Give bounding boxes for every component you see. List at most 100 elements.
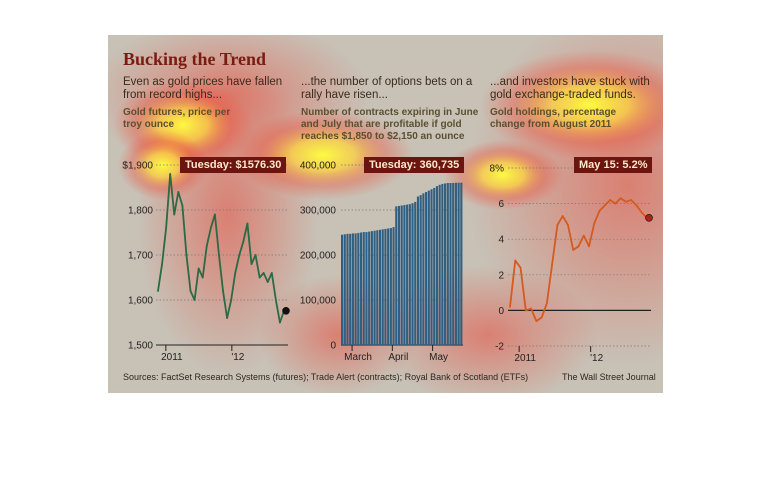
line-segment: [593, 209, 601, 225]
line-segment: [588, 222, 596, 248]
credit-line: The Wall Street Journal: [562, 372, 656, 382]
line-segment: [577, 234, 585, 248]
y-tick-label: 300,000: [300, 206, 337, 217]
line-segment: [238, 240, 245, 256]
source-note: Sources: FactSet Research Systems (futur…: [123, 372, 529, 382]
bar: [359, 232, 363, 345]
line-segment: [625, 199, 633, 203]
line-segment: [169, 173, 176, 216]
bar: [392, 227, 395, 345]
line-segment: [181, 204, 188, 256]
bar: [444, 183, 447, 345]
bar: [357, 232, 360, 345]
bar: [387, 228, 390, 345]
panel1-headline: Even as gold prices have fallen from rec…: [123, 76, 283, 101]
bar: [416, 196, 420, 345]
y-tick-label: 1,700: [128, 251, 153, 262]
bar: [406, 204, 409, 345]
bar: [373, 230, 376, 345]
y-tick-label: $1,900: [122, 161, 153, 172]
line-segment: [161, 227, 168, 265]
end-point-marker: [282, 306, 290, 315]
line-segment: [609, 199, 617, 205]
line-segment: [567, 224, 575, 251]
line-segment: [226, 299, 233, 319]
line-segment: [635, 204, 643, 214]
bar: [362, 232, 365, 345]
x-tick-label: '12: [590, 353, 603, 364]
y-tick-label: 0: [330, 341, 336, 352]
bar: [381, 229, 384, 345]
chart-figure: Bucking the Trend Even as gold prices ha…: [108, 35, 663, 393]
bar: [438, 184, 441, 345]
y-tick-label: 1,500: [128, 341, 153, 352]
line-segment: [165, 173, 172, 229]
line-segment: [614, 197, 622, 205]
y-tick-label: 4: [498, 235, 504, 246]
y-tick-label: -2: [495, 342, 504, 353]
y-tick-label: 0: [498, 306, 504, 317]
line-segment: [274, 299, 281, 324]
end-point-marker: [645, 214, 653, 222]
bar: [452, 183, 455, 345]
line-segment: [535, 316, 543, 322]
bar: [460, 182, 463, 345]
line-segment: [630, 199, 638, 207]
chart-plots: $1,900 1,800 1,700 1,600 1,500 2011 '12 400,000…: [122, 161, 653, 364]
panel3-subtitle: Gold holdings, percentage change from Au…: [490, 107, 617, 130]
y-tick-label: 1,600: [128, 296, 153, 307]
y-tick-label: 200,000: [300, 251, 337, 262]
bar: [346, 233, 349, 345]
line-segment: [242, 222, 249, 243]
line-segment: [214, 213, 220, 256]
bar: [449, 183, 452, 345]
line-segment: [514, 259, 522, 269]
line-segment: [185, 254, 192, 292]
line-segment: [177, 191, 184, 207]
line-segment: [246, 222, 253, 265]
bar: [397, 205, 401, 345]
line-segment: [201, 245, 208, 279]
line-segment: [230, 272, 237, 301]
bar: [368, 231, 371, 345]
bar: [411, 203, 414, 345]
line-segment: [572, 245, 580, 251]
line-segment: [193, 267, 200, 301]
y-tick-label: 8%: [490, 164, 505, 175]
figure-title: Bucking the Trend: [123, 49, 267, 69]
line-segment: [234, 254, 241, 274]
bar: [370, 231, 373, 345]
panel3-callout: May 15: 5.2%: [574, 157, 653, 173]
panel2-subtitle: Number of contracts expiring in June and…: [301, 107, 479, 142]
bar: [446, 183, 449, 345]
y-tick-label: 2: [498, 270, 504, 281]
line-segment: [530, 307, 538, 322]
bar: [408, 204, 411, 345]
bar: [430, 189, 433, 345]
bar: [349, 233, 352, 345]
bar: [457, 182, 460, 345]
line-segment: [524, 307, 532, 312]
line-segment: [519, 266, 527, 312]
line-segment: [598, 204, 606, 212]
line-segment: [205, 227, 212, 247]
heatmap-overlay: [108, 35, 663, 393]
y-tick-label: 100,000: [300, 296, 337, 307]
bar: [435, 186, 438, 345]
bar: [376, 230, 379, 345]
bar: [419, 195, 422, 345]
y-tick-label: 6: [498, 199, 504, 210]
line-segment: [157, 263, 163, 292]
bar: [427, 190, 430, 345]
bar: [414, 201, 417, 345]
line-segment: [222, 290, 228, 319]
bar: [343, 234, 346, 345]
line-segment: [254, 254, 261, 279]
line-segment: [551, 224, 559, 266]
line-segment: [250, 254, 257, 265]
x-tick-label: 2011: [161, 352, 183, 363]
x-tick-label: May: [429, 352, 448, 363]
panel1-callout: Tuesday: $1576.30: [180, 157, 287, 173]
bar: [354, 233, 357, 345]
line-segment: [258, 272, 265, 279]
